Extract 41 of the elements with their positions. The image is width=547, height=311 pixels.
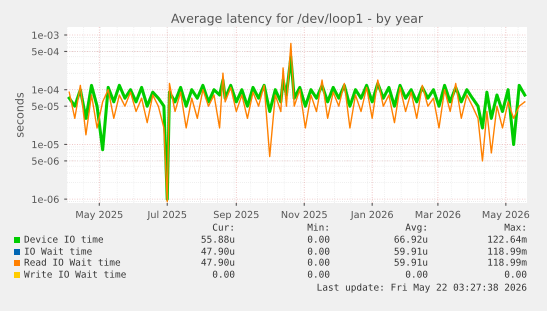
y-tick-label: 5e-06 (32, 157, 59, 165)
text: 0.00 (212, 270, 234, 278)
text: 0.00 (308, 236, 330, 243)
text: 59.91u (394, 248, 428, 255)
text: 0.00 (504, 270, 526, 278)
text: Last update: Fri May 22 03:27:38 2026 (318, 283, 526, 293)
x-tick-label: Jul 2025 (146, 210, 186, 220)
text: 0.00 (308, 258, 330, 266)
text: 0.00 (406, 270, 428, 278)
x-tick-label: Mar 2026 (416, 210, 460, 218)
text: 0.00 (308, 248, 330, 255)
text: 59.91u (394, 258, 428, 266)
y-tick-label: 5e-04 (32, 48, 59, 56)
x-tick-label: Sep 2025 (214, 210, 259, 220)
y-axis-title: seconds (15, 92, 24, 138)
legend-label: Device IO time (24, 235, 104, 243)
chart-title: Average latency for /dev/loop1 - by year (171, 13, 424, 26)
y-tick-label: 1e-06 (32, 196, 59, 203)
text: 47.90u (201, 248, 234, 255)
text: 47.90u (201, 258, 234, 266)
legend-label: IO Wait time (24, 247, 92, 255)
y-tick-label: 1e-04 (32, 86, 59, 94)
text: 66.92u (394, 236, 428, 243)
text: Cur: (212, 224, 233, 231)
text: 122.64m (488, 236, 527, 243)
text: Min: (308, 223, 328, 231)
x-tick-label: Jan 2026 (350, 210, 393, 220)
legend-label: Write IO Wait time (24, 270, 126, 278)
x-tick-label: Nov 2025 (282, 210, 327, 218)
x-tick-label: May 2026 (482, 210, 530, 220)
text: 55.88u (202, 236, 234, 243)
x-tick-label: May 2025 (76, 210, 122, 220)
text: 118.99m (488, 258, 527, 266)
text: 118.99m (488, 248, 527, 255)
text: Max: (504, 224, 525, 231)
y-tick-label: 1e-03 (32, 31, 59, 39)
text: 0.00 (308, 270, 330, 278)
y-tick-label: 5e-05 (32, 102, 59, 110)
legend-label: Read IO Wait time (24, 258, 120, 266)
y-tick-label: 1e-05 (32, 140, 59, 148)
text: Avg: (405, 224, 426, 233)
